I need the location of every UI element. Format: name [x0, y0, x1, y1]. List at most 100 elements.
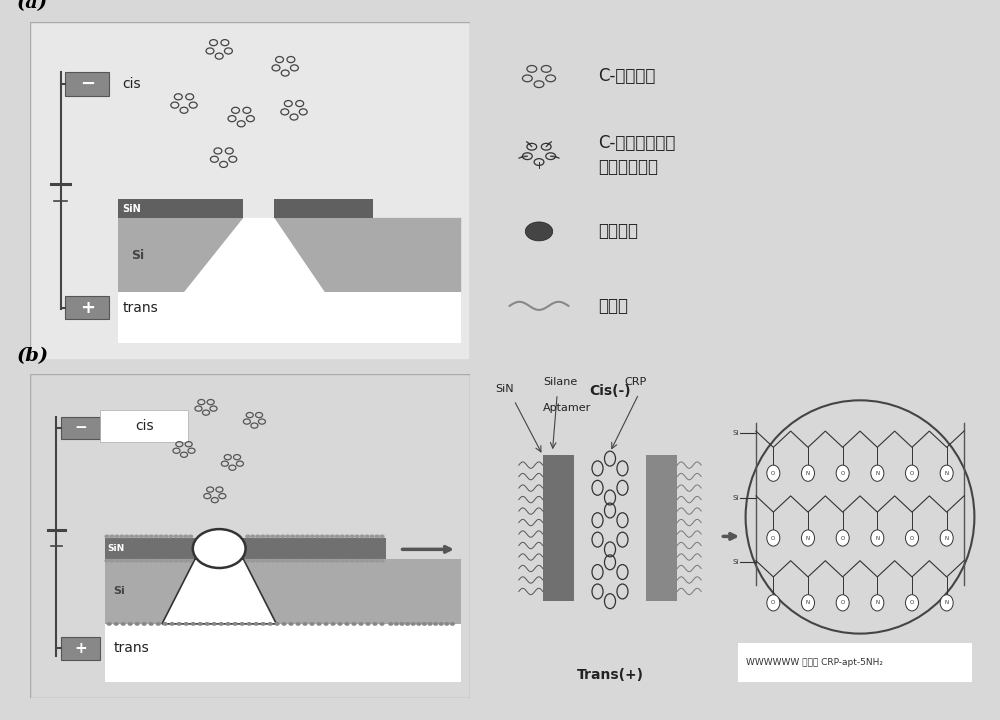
Text: O: O — [841, 471, 845, 476]
Circle shape — [767, 595, 780, 611]
Circle shape — [177, 622, 182, 626]
Circle shape — [129, 534, 134, 539]
Circle shape — [121, 622, 126, 626]
Circle shape — [253, 622, 259, 626]
Circle shape — [168, 534, 174, 539]
Text: Si: Si — [114, 587, 125, 596]
Circle shape — [320, 559, 325, 562]
Circle shape — [104, 559, 110, 562]
Circle shape — [323, 622, 329, 626]
Circle shape — [300, 559, 305, 562]
Circle shape — [330, 559, 335, 562]
Circle shape — [450, 622, 455, 626]
Circle shape — [275, 534, 280, 539]
Text: 适配体: 适配体 — [598, 297, 628, 315]
Circle shape — [340, 559, 345, 562]
Circle shape — [260, 534, 265, 539]
Circle shape — [388, 622, 393, 626]
Circle shape — [335, 559, 340, 562]
Circle shape — [135, 622, 140, 626]
Circle shape — [439, 622, 444, 626]
Circle shape — [270, 559, 275, 562]
Circle shape — [394, 622, 399, 626]
Circle shape — [359, 534, 365, 539]
Polygon shape — [118, 218, 461, 292]
Circle shape — [197, 622, 203, 626]
Circle shape — [871, 595, 884, 611]
Text: Si: Si — [732, 430, 738, 436]
Circle shape — [163, 622, 168, 626]
Circle shape — [372, 622, 378, 626]
Circle shape — [350, 534, 355, 539]
FancyBboxPatch shape — [61, 637, 100, 660]
Circle shape — [267, 622, 273, 626]
Circle shape — [163, 559, 169, 562]
Circle shape — [310, 559, 315, 562]
Circle shape — [433, 622, 438, 626]
Circle shape — [379, 559, 385, 562]
Circle shape — [906, 465, 918, 482]
Text: N: N — [945, 536, 949, 541]
Text: cis: cis — [135, 419, 154, 433]
Circle shape — [340, 534, 345, 539]
Text: SiN: SiN — [122, 204, 141, 214]
Circle shape — [290, 534, 295, 539]
Circle shape — [149, 534, 154, 539]
Circle shape — [379, 534, 385, 539]
Circle shape — [316, 622, 322, 626]
Bar — [646, 456, 677, 601]
Text: SiN: SiN — [107, 544, 124, 553]
Circle shape — [290, 559, 295, 562]
Circle shape — [183, 559, 188, 562]
Circle shape — [260, 622, 266, 626]
Circle shape — [767, 530, 780, 546]
Text: N: N — [806, 600, 810, 606]
FancyBboxPatch shape — [65, 73, 109, 96]
Circle shape — [255, 534, 260, 539]
Circle shape — [310, 534, 315, 539]
Circle shape — [300, 534, 305, 539]
Bar — [105, 538, 195, 559]
Bar — [543, 456, 574, 601]
Circle shape — [193, 529, 246, 568]
Circle shape — [295, 622, 301, 626]
Circle shape — [525, 222, 553, 241]
Text: +: + — [80, 299, 95, 317]
Circle shape — [184, 622, 189, 626]
Bar — [243, 538, 386, 559]
Circle shape — [344, 622, 350, 626]
Circle shape — [245, 559, 250, 562]
Circle shape — [416, 622, 421, 626]
Circle shape — [134, 534, 139, 539]
Circle shape — [836, 595, 849, 611]
Text: (b): (b) — [17, 348, 49, 366]
Circle shape — [139, 534, 144, 539]
Circle shape — [364, 559, 370, 562]
Text: N: N — [945, 600, 949, 606]
Text: Si: Si — [732, 495, 738, 500]
Circle shape — [358, 622, 364, 626]
Text: Si: Si — [131, 248, 144, 261]
Text: WWWWWW 适配体 CRP-apt-5NH₂: WWWWWW 适配体 CRP-apt-5NH₂ — [746, 658, 883, 667]
Circle shape — [139, 559, 144, 562]
Bar — [274, 199, 373, 218]
Circle shape — [355, 534, 360, 539]
Text: +: + — [74, 641, 87, 656]
Circle shape — [379, 622, 385, 626]
Circle shape — [188, 534, 193, 539]
Circle shape — [285, 534, 290, 539]
Text: N: N — [806, 471, 810, 476]
Circle shape — [128, 622, 133, 626]
Circle shape — [183, 534, 188, 539]
Circle shape — [158, 534, 164, 539]
Circle shape — [178, 534, 183, 539]
FancyBboxPatch shape — [30, 374, 470, 698]
Circle shape — [802, 530, 814, 546]
Circle shape — [305, 559, 310, 562]
Circle shape — [250, 559, 255, 562]
Text: O: O — [841, 536, 845, 541]
Text: Si: Si — [732, 559, 738, 565]
Circle shape — [134, 559, 139, 562]
Circle shape — [325, 559, 330, 562]
Circle shape — [168, 559, 174, 562]
